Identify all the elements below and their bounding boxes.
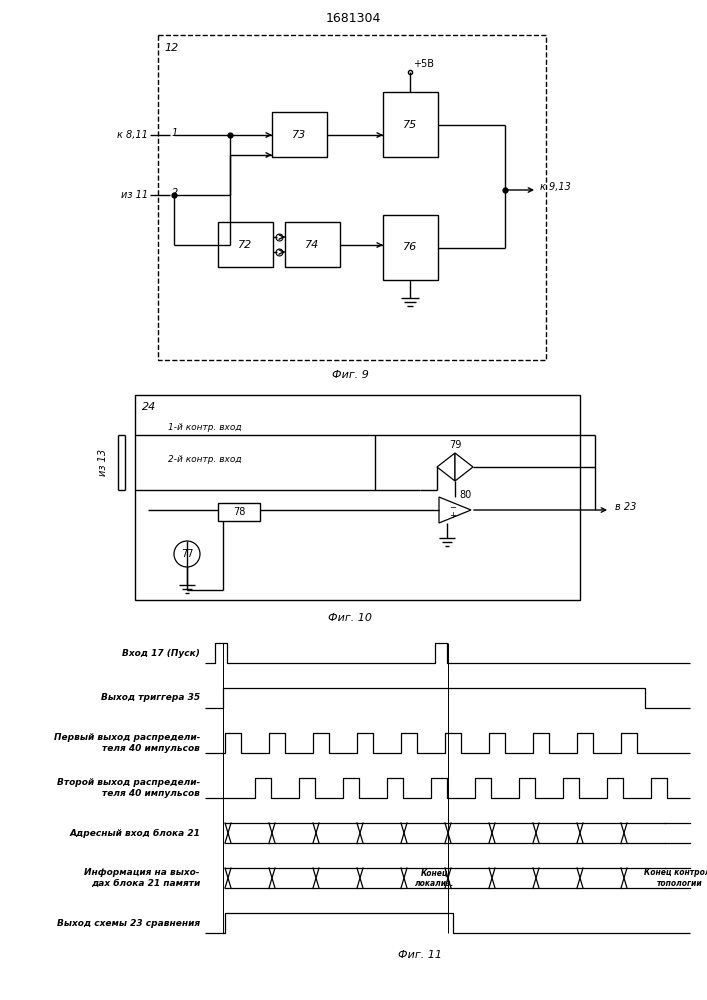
Text: +: + [450, 512, 457, 520]
Text: 76: 76 [404, 242, 418, 252]
Text: Фиг. 9: Фиг. 9 [332, 370, 368, 380]
Text: +5В: +5В [413, 59, 434, 69]
Text: Фиг. 11: Фиг. 11 [398, 950, 442, 960]
Text: из 13: из 13 [98, 448, 108, 476]
Text: Фиг. 10: Фиг. 10 [328, 613, 372, 623]
Text: Конец контроля
топологии: Конец контроля топологии [644, 868, 707, 888]
Text: к 9,13: к 9,13 [540, 182, 571, 192]
Text: −: − [450, 504, 457, 512]
Text: 77: 77 [181, 549, 193, 559]
Text: Вход 17 (Пуск): Вход 17 (Пуск) [122, 648, 200, 658]
Text: 2: 2 [172, 188, 178, 198]
Bar [158, 35, 546, 360]
Polygon shape [439, 497, 471, 523]
Polygon shape [455, 453, 473, 481]
Circle shape [174, 541, 200, 567]
Bar [218, 503, 260, 521]
Text: Информация на выхо-
дах блока 21 памяти: Информация на выхо- дах блока 21 памяти [85, 868, 200, 888]
Text: 1681304: 1681304 [325, 11, 380, 24]
Text: Второй выход распредели-
теля 40 импульсов: Второй выход распредели- теля 40 импульс… [57, 778, 200, 798]
Text: 1-й контр. вход: 1-й контр. вход [168, 424, 242, 432]
Text: Выход схемы 23 сравнения: Выход схемы 23 сравнения [57, 918, 200, 928]
Polygon shape [437, 453, 455, 481]
Text: Конец
локализ.: Конец локализ. [415, 868, 455, 888]
Bar [383, 215, 438, 280]
Text: Первый выход распредели-
теля 40 импульсов: Первый выход распредели- теля 40 импульс… [54, 733, 200, 753]
Bar [383, 92, 438, 157]
Text: 1: 1 [172, 128, 178, 138]
Text: 24: 24 [142, 402, 156, 412]
Text: 79: 79 [449, 440, 461, 450]
Text: 2-й контр. вход: 2-й контр. вход [168, 456, 242, 464]
Text: 80: 80 [459, 490, 472, 500]
Text: 72: 72 [238, 239, 252, 249]
Text: в 23: в 23 [615, 502, 636, 512]
Text: к 8,11: к 8,11 [117, 130, 148, 140]
Text: Адресный вход блока 21: Адресный вход блока 21 [69, 828, 200, 838]
Bar [272, 112, 327, 157]
Bar [218, 222, 273, 267]
Bar [135, 395, 580, 600]
Text: 12: 12 [165, 43, 179, 53]
Text: Выход триггера 35: Выход триггера 35 [101, 694, 200, 702]
Bar [285, 222, 340, 267]
Text: 74: 74 [305, 239, 320, 249]
Text: 75: 75 [404, 119, 418, 129]
Text: из 11: из 11 [121, 190, 148, 200]
Text: 78: 78 [233, 507, 245, 517]
Text: 73: 73 [293, 129, 307, 139]
